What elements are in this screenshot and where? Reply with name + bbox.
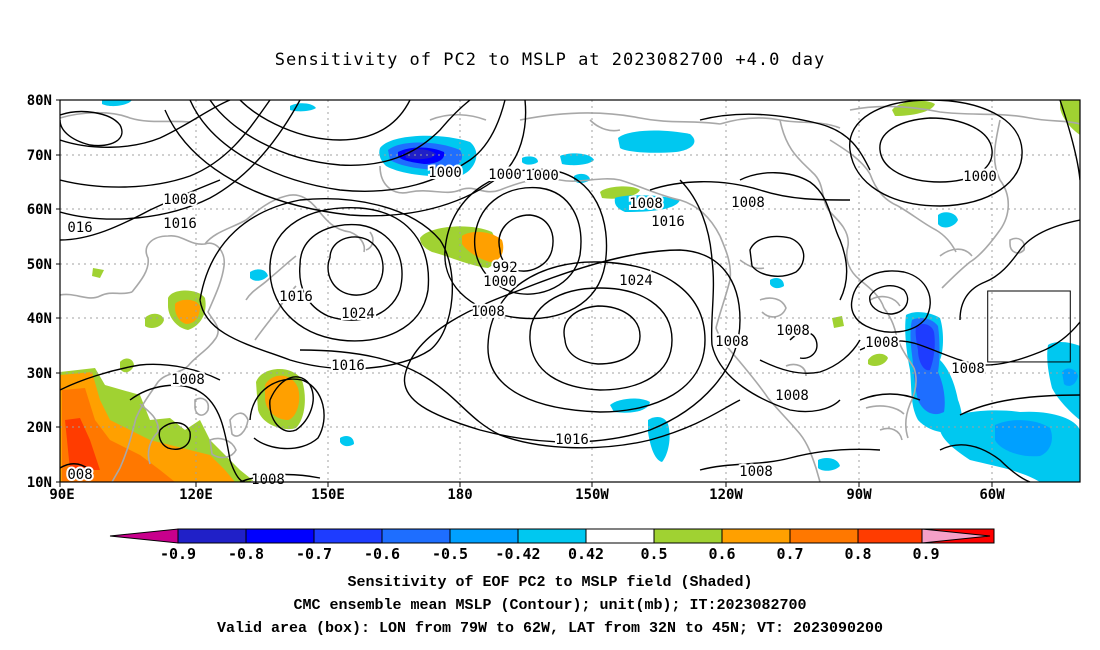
colorbar-high-end — [921, 528, 991, 544]
colorbar-tick-label: -0.8 — [228, 545, 264, 563]
lat-label: 30N — [27, 366, 52, 382]
colorbar-segment — [721, 528, 791, 544]
contour-label: 1008 — [629, 196, 663, 212]
contour-label: 1008 — [163, 192, 197, 208]
lat-label: 10N — [27, 475, 52, 491]
colorbar-segment — [449, 528, 519, 544]
lon-label: 60W — [979, 487, 1005, 503]
contour-label: 1016 — [163, 216, 197, 232]
contour-label: 1016 — [555, 432, 589, 448]
contour-label: 1016 — [279, 289, 313, 305]
lat-label: 80N — [27, 93, 52, 109]
plot-frame — [59, 99, 1081, 483]
contour-label: 1008 — [471, 304, 505, 320]
colorbar-tick-label: 0.7 — [776, 545, 803, 563]
lat-label: 70N — [27, 148, 52, 164]
longitude-axis: 90E 120E 150E 180 150W 120W 90W 60W — [49, 482, 1005, 503]
contour-label: 1008 — [775, 388, 809, 404]
negative-sensitivity-region — [102, 100, 1080, 482]
contour-label: 016 — [67, 220, 92, 236]
contour-label: 1008 — [951, 361, 985, 377]
colorbar-tick-label: 0.6 — [708, 545, 735, 563]
contour-label: 1008 — [251, 472, 285, 488]
lat-label: 60N — [27, 202, 52, 218]
contour-label: 1000 — [963, 169, 997, 185]
lon-label: 90E — [49, 487, 74, 503]
contour-label: 1008 — [776, 323, 810, 339]
contour-label: 1008 — [715, 334, 749, 350]
contour-label: 1016 — [331, 358, 365, 374]
lon-label: 90W — [846, 487, 872, 503]
colorbar-low-end — [109, 528, 179, 544]
sensitivity-shading — [60, 100, 1080, 482]
colorbar-tick-label: 0.8 — [844, 545, 871, 563]
colorbar-tick-label: 0.42 — [568, 545, 604, 563]
colorbar-tick-label: -0.6 — [364, 545, 400, 563]
colorbar-segment — [245, 528, 315, 544]
colorbar-segment — [381, 528, 451, 544]
colorbar-tick-label: -0.5 — [432, 545, 468, 563]
lat-label: 20N — [27, 420, 52, 436]
colorbar-tick-label: -0.7 — [296, 545, 332, 563]
colorbar-tick-label: -0.9 — [160, 545, 196, 563]
lon-label: 150W — [575, 487, 609, 503]
latitude-axis: 80N 70N 60N 50N 40N 30N 20N 10N — [27, 93, 60, 491]
contour-label: 992 — [492, 260, 517, 276]
lon-label: 120E — [179, 487, 213, 503]
colorbar-tick-label: -0.42 — [495, 545, 540, 563]
contour-label: 1000 — [525, 168, 559, 184]
colorbar-tick-label: 0.9 — [912, 545, 939, 563]
contour-label: 1016 — [651, 214, 685, 230]
contour-label: 1024 — [341, 306, 375, 322]
colorbar-segment — [517, 528, 587, 544]
colorbar-segment — [585, 528, 655, 544]
contour-label: 1000 — [428, 165, 462, 181]
colorbar-segment — [857, 528, 927, 544]
lon-label: 180 — [447, 487, 472, 503]
mslp-contours — [60, 100, 1080, 482]
contour-labels: 1000 1000 016 1008 1016 1016 1024 1016 1… — [65, 163, 999, 490]
caption-valid-area: Valid area (box): LON from 79W to 62W, L… — [216, 620, 884, 637]
colorbar: -0.9 -0.8 -0.7 -0.6 -0.5 -0.42 0.42 0.5 … — [109, 528, 995, 563]
contour-label: 1008 — [171, 372, 205, 388]
colorbar-tick-label: 0.5 — [640, 545, 667, 563]
contour-label: 008 — [67, 467, 92, 483]
lon-label: 150E — [311, 487, 345, 503]
contour-label: 1024 — [619, 273, 653, 289]
caption-shading: Sensitivity of EOF PC2 to MSLP field (Sh… — [347, 574, 753, 591]
contour-label: 1000 — [483, 274, 517, 290]
colorbar-segment — [653, 528, 723, 544]
colorbar-segment — [789, 528, 859, 544]
contour-label: 1000 — [488, 167, 522, 183]
grid — [60, 100, 1080, 482]
valid-area-box — [987, 290, 1071, 363]
contour-label: 1008 — [865, 335, 899, 351]
lat-label: 50N — [27, 257, 52, 273]
map-title: Sensitivity of PC2 to MSLP at 2023082700… — [274, 50, 826, 70]
contour-label: 1008 — [739, 464, 773, 480]
colorbar-segment — [313, 528, 383, 544]
colorbar-segment — [177, 528, 247, 544]
coastlines — [60, 105, 1080, 482]
contour-label: 1008 — [731, 195, 765, 211]
caption-contour: CMC ensemble mean MSLP (Contour); unit(m… — [293, 597, 807, 614]
lat-label: 40N — [27, 311, 52, 327]
lon-label: 120W — [709, 487, 743, 503]
